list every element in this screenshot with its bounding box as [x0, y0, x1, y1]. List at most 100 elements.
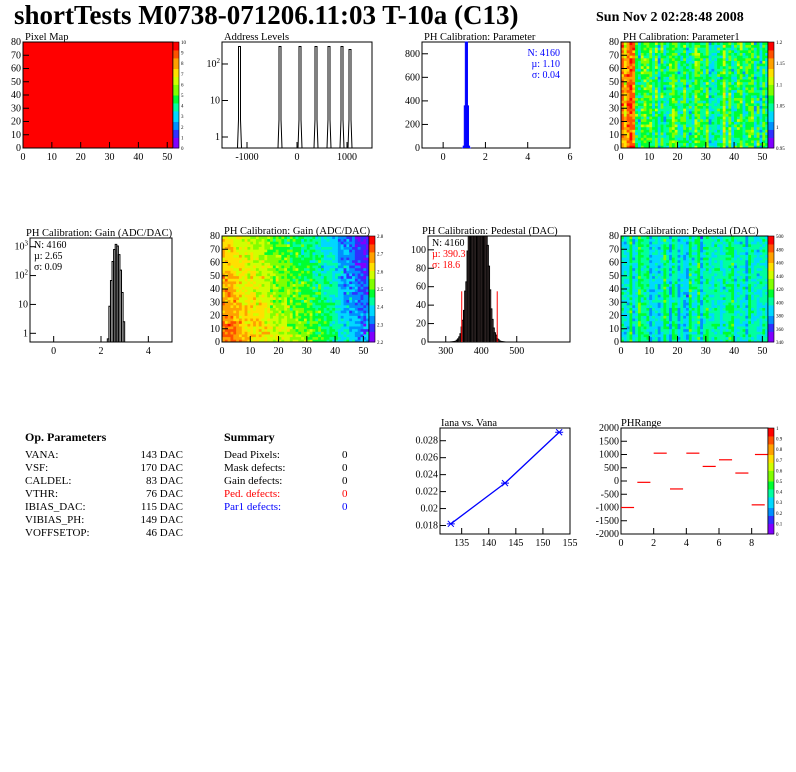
- heatmap-cell: [666, 60, 670, 64]
- heatmap-cell: [275, 323, 279, 327]
- heatmap-cell: [756, 97, 760, 101]
- heatmap-cell: [686, 137, 690, 141]
- heatmap-cell: [275, 339, 279, 343]
- y-tick-label: 0: [16, 143, 21, 154]
- heatmap-cell: [677, 124, 681, 128]
- heatmap-cell: [669, 60, 673, 64]
- x-tick-label: 2: [99, 346, 104, 357]
- heatmap-cell: [222, 291, 226, 295]
- heatmap-cell: [714, 81, 718, 85]
- heatmap-cell: [753, 87, 758, 91]
- heatmap-cell: [623, 124, 628, 128]
- heatmap-cell: [309, 283, 313, 287]
- heatmap-cell: [233, 296, 237, 300]
- hist-bin: [474, 236, 476, 342]
- heatmap-cell: [340, 304, 344, 308]
- heatmap-cell: [742, 118, 746, 122]
- heatmap-cell: [674, 108, 678, 112]
- heatmap-cell: [315, 289, 319, 293]
- heatmap-cell: [643, 267, 647, 271]
- heatmap-cell: [660, 129, 664, 133]
- heatmap-cell: [649, 87, 653, 91]
- heatmap-cell: [717, 121, 721, 125]
- heatmap-cell: [736, 65, 741, 69]
- heatmap-cell: [349, 273, 353, 277]
- heatmap-cell: [626, 302, 630, 306]
- heatmap-cell: [357, 286, 361, 290]
- heatmap-cell: [632, 68, 636, 72]
- heatmap-cell: [629, 52, 633, 56]
- heatmap-cell: [349, 257, 353, 261]
- heatmap-cell: [728, 145, 732, 149]
- heatmap-cell: [711, 95, 715, 99]
- heatmap-cell: [686, 121, 690, 125]
- heatmap-cell: [702, 81, 707, 85]
- heatmap-cell: [332, 310, 336, 314]
- heatmap-cell: [289, 328, 294, 332]
- heatmap-cell: [349, 318, 353, 322]
- heatmap-cell: [281, 236, 285, 240]
- heatmap-cell: [694, 145, 698, 149]
- heatmap-cell: [669, 73, 673, 77]
- heatmap-cell: [677, 102, 681, 106]
- heatmap-cell: [734, 71, 738, 75]
- heatmap-cell: [250, 334, 254, 338]
- heatmap-cell: [287, 310, 291, 314]
- heatmap-cell: [360, 236, 364, 240]
- heatmap-cell: [241, 238, 246, 242]
- heatmap-cell: [635, 291, 639, 295]
- heatmap-cell: [303, 265, 308, 269]
- heatmap-cell: [702, 47, 707, 51]
- heatmap-cell: [626, 257, 630, 261]
- colorbar-label: 2.6: [377, 270, 384, 275]
- heatmap-cell: [677, 60, 681, 64]
- heatmap-cell: [686, 55, 690, 59]
- heatmap-cell: [702, 52, 707, 56]
- heatmap-cell: [736, 124, 741, 128]
- heatmap-cell: [697, 68, 701, 72]
- heatmap-cell: [298, 283, 302, 287]
- heatmap-cell: [688, 44, 693, 48]
- heatmap-cell: [708, 81, 712, 85]
- heatmap-cell: [326, 273, 330, 277]
- heatmap-cell: [247, 267, 251, 271]
- heatmap-cell: [261, 241, 265, 245]
- heatmap-cell: [222, 267, 226, 271]
- heatmap-cell: [318, 249, 322, 253]
- heatmap-cell: [671, 42, 676, 46]
- heatmap-cell: [363, 318, 367, 322]
- heatmap-cell: [637, 79, 642, 83]
- heatmap-cell: [728, 108, 732, 112]
- heatmap-cell: [318, 328, 322, 332]
- heatmap-cell: [739, 57, 743, 61]
- heatmap-cell: [244, 275, 248, 279]
- heatmap-cell: [236, 254, 240, 258]
- heatmap-cell: [640, 84, 645, 88]
- heatmap-cell: [637, 87, 642, 91]
- heatmap-cell: [230, 328, 234, 332]
- heatmap-cell: [702, 132, 707, 136]
- heatmap-cell: [284, 310, 288, 314]
- heatmap-cell: [629, 265, 633, 269]
- heatmap-cell: [663, 84, 667, 88]
- heatmap-cell: [657, 110, 661, 114]
- heatmap-cell: [697, 145, 701, 149]
- heatmap-cell: [663, 89, 667, 93]
- heatmap-cell: [677, 71, 681, 75]
- heatmap-cell: [337, 262, 342, 266]
- heatmap-cell: [742, 116, 746, 120]
- heatmap-cell: [748, 47, 752, 51]
- heatmap-cell: [287, 334, 291, 338]
- heatmap-cell: [326, 304, 330, 308]
- heatmap-cell: [306, 304, 311, 308]
- heatmap-cell: [742, 110, 746, 114]
- heatmap-cell: [241, 296, 246, 300]
- heatmap-cell: [230, 270, 234, 274]
- heatmap-cell: [247, 339, 251, 343]
- heatmap-cell: [306, 296, 311, 300]
- heatmap-cell: [292, 291, 296, 295]
- heatmap-cell: [640, 315, 645, 319]
- colorbar-cell: [173, 102, 179, 107]
- heatmap-cell: [632, 318, 636, 322]
- heatmap-cell: [736, 108, 741, 112]
